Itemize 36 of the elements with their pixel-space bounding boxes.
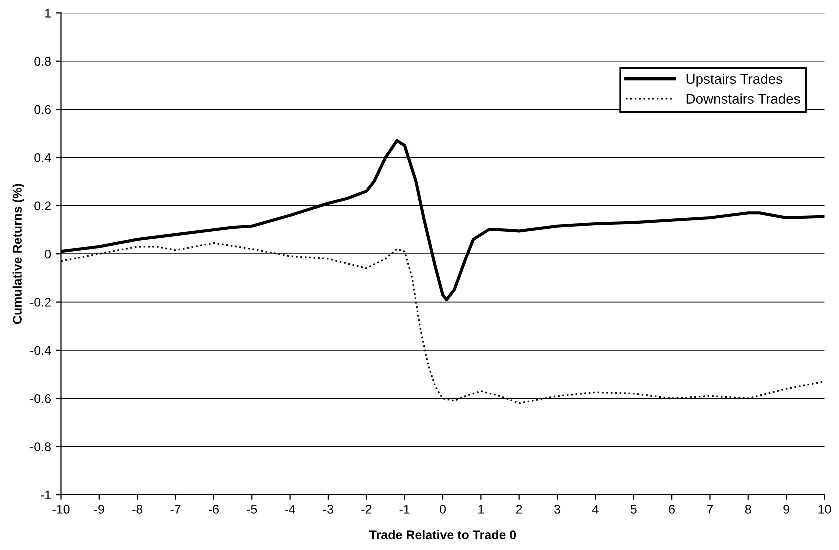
y-tick-label: 1 <box>46 9 51 18</box>
x-tick-label: 1 <box>478 505 484 514</box>
y-tick-label: -0.6 <box>30 394 51 404</box>
x-tick-label: 9 <box>784 505 790 514</box>
x-tick-label: 7 <box>707 505 714 514</box>
x-axis-title: Trade Relative to Trade 0 <box>369 530 516 540</box>
y-tick-label: 0.6 <box>34 105 51 114</box>
x-tick-label: -1 <box>400 505 410 514</box>
x-tick-label: -3 <box>323 505 334 514</box>
x-tick-label: -8 <box>132 505 143 514</box>
y-tick-label: 0.4 <box>34 154 52 162</box>
y-tick-label: -0.2 <box>30 298 51 307</box>
x-tick-label: 6 <box>669 505 675 514</box>
legend-label: Upstairs Trades <box>686 74 783 87</box>
y-tick-label: -0.4 <box>30 346 52 356</box>
y-tick-label: 0.8 <box>34 57 51 66</box>
x-tick-label: -2 <box>362 505 372 514</box>
y-tick-label: -1 <box>40 490 51 500</box>
y-tick-label: 0 <box>45 250 52 259</box>
x-tick-label: 5 <box>630 505 637 514</box>
x-tick-label: 2 <box>516 505 522 514</box>
x-tick-label: -4 <box>285 505 296 514</box>
x-tick-label: -7 <box>170 505 181 514</box>
y-axis-title: Cumulative Returns (%) <box>12 184 24 324</box>
x-tick-label: 3 <box>554 505 560 514</box>
y-tick-label: 0.2 <box>34 202 51 211</box>
x-tick-label: -6 <box>208 505 219 514</box>
x-tick-label: -9 <box>94 505 104 514</box>
x-tick-label: 8 <box>745 505 752 514</box>
x-tick-label: 0 <box>440 505 446 514</box>
x-tick-label: -10 <box>52 505 70 514</box>
x-tick-label: 4 <box>592 505 599 514</box>
legend-label: Downstairs Trades <box>686 94 800 104</box>
y-tick-label: -0.8 <box>30 442 51 452</box>
x-tick-label: 10 <box>818 505 832 514</box>
x-tick-label: -5 <box>247 505 258 514</box>
